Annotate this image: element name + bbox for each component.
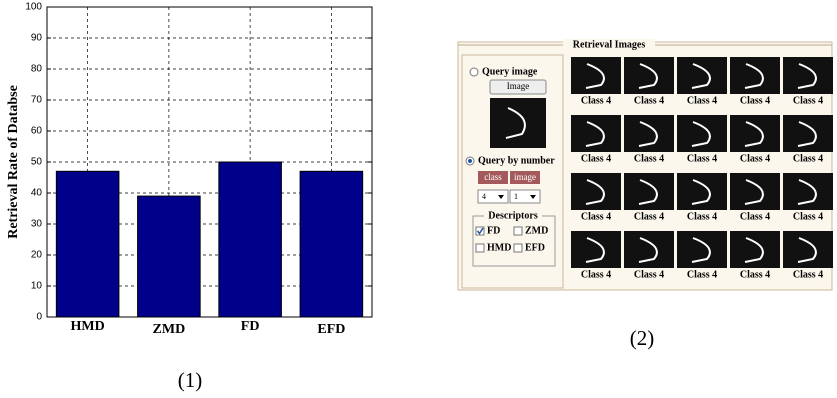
image-tag: image [514,172,536,182]
checkbox[interactable] [514,227,522,235]
result-thumbnail[interactable] [783,231,833,268]
result-label: Class 4 [634,211,664,222]
checkbox[interactable] [476,244,484,252]
query-thumbnail [490,98,546,148]
result-thumbnail[interactable] [624,173,674,210]
result-label: Class 4 [634,95,664,106]
result-thumbnail[interactable] [571,231,621,268]
result-thumbnail[interactable] [730,115,780,152]
panel-title: Retrieval Images [573,39,646,50]
result-label: Class 4 [581,95,611,106]
y-tick-label: 60 [31,126,43,137]
result-thumbnail[interactable] [730,57,780,94]
result-thumbnail[interactable] [571,57,621,94]
bar [138,196,201,317]
descriptor-label[interactable]: EFD [525,242,545,253]
result-thumbnail[interactable] [677,115,727,152]
result-thumbnail[interactable] [783,115,833,152]
result-label: Class 4 [687,153,717,164]
result-thumbnail[interactable] [677,173,727,210]
descriptor-label[interactable]: FD [487,225,500,236]
query-number-option[interactable]: Query by number [478,155,555,166]
result-label: Class 4 [634,269,664,280]
result-label: Class 4 [581,269,611,280]
x-tick-label: ZMD [153,322,186,337]
y-tick-label: 30 [31,219,43,230]
radio[interactable] [470,68,478,76]
checkbox[interactable] [514,244,522,252]
y-tick-label: 80 [31,64,43,75]
result-thumbnail[interactable] [730,173,780,210]
result-label: Class 4 [687,211,717,222]
bar [56,171,119,317]
y-tick-label: 20 [31,250,43,261]
caption: (1) [178,368,203,392]
x-tick-label: HMD [71,319,105,334]
image-button-label[interactable]: Image [507,81,530,91]
descriptor-label[interactable]: ZMD [525,225,548,236]
result-label: Class 4 [634,153,664,164]
class-tag: class [484,172,502,182]
query-image-option[interactable]: Query image [482,66,538,77]
result-label: Class 4 [793,153,823,164]
y-tick-label: 40 [31,188,43,199]
caption: (2) [630,326,655,350]
result-label: Class 4 [793,269,823,280]
result-thumbnail[interactable] [624,231,674,268]
result-thumbnail[interactable] [783,57,833,94]
y-tick-label: 0 [36,312,42,323]
bar [219,162,282,317]
result-label: Class 4 [687,95,717,106]
image-select-value[interactable]: 1 [514,192,518,201]
radio-dot [468,159,472,163]
x-tick-label: FD [241,319,260,334]
result-thumbnail[interactable] [624,115,674,152]
result-thumbnail[interactable] [730,231,780,268]
result-label: Class 4 [740,211,770,222]
y-tick-label: 70 [31,95,43,106]
result-label: Class 4 [740,95,770,106]
result-label: Class 4 [740,153,770,164]
descriptor-label[interactable]: HMD [487,242,511,253]
result-thumbnail[interactable] [571,173,621,210]
y-axis-title: Retrieval Rate of Databse [6,85,21,239]
bar [300,171,363,317]
result-thumbnail[interactable] [571,115,621,152]
y-tick-label: 90 [31,33,43,44]
result-label: Class 4 [581,153,611,164]
y-tick-label: 50 [31,157,43,168]
result-label: Class 4 [793,95,823,106]
class-select-value[interactable]: 4 [482,192,486,201]
result-label: Class 4 [687,269,717,280]
y-tick-label: 100 [25,2,42,13]
result-thumbnail[interactable] [677,57,727,94]
result-label: Class 4 [793,211,823,222]
result-thumbnail[interactable] [677,231,727,268]
x-tick-label: EFD [317,322,345,337]
result-label: Class 4 [740,269,770,280]
descriptors-title: Descriptors [488,210,538,221]
result-thumbnail[interactable] [783,173,833,210]
result-label: Class 4 [581,211,611,222]
result-thumbnail[interactable] [624,57,674,94]
y-tick-label: 10 [31,281,43,292]
figure: Retrieval Rate of Databse (1) (2) Retrie… [0,0,837,398]
